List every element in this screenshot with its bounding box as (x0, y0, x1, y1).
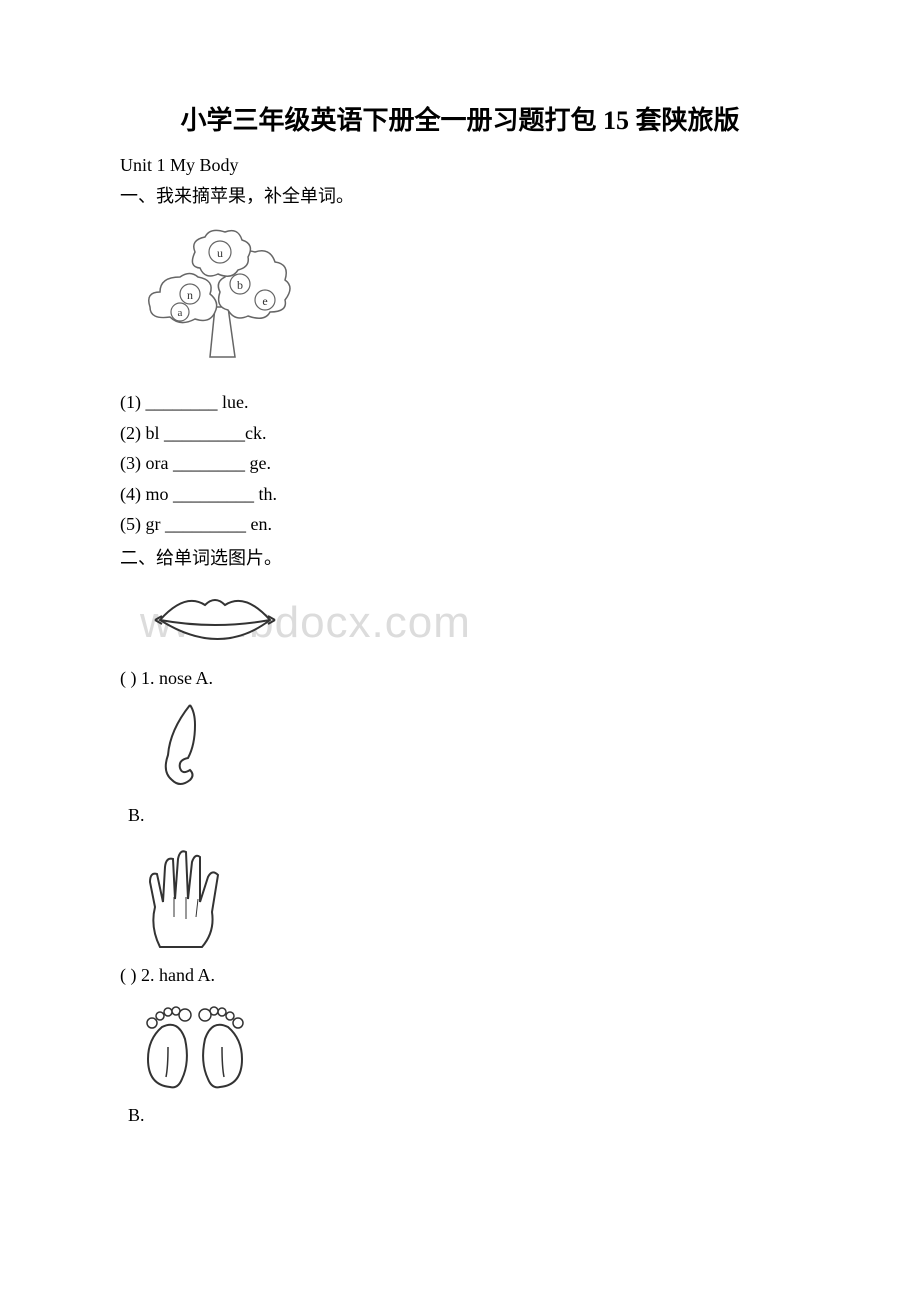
question-2a: ( ) 2. hand A. (120, 962, 800, 989)
fill-prefix: (2) bl (120, 423, 164, 443)
fill-suffix: lue. (218, 392, 249, 412)
fill-item-4: (4) mo _________ th. (120, 479, 800, 510)
nose-image (140, 700, 800, 800)
fill-item-5: (5) gr _________ en. (120, 509, 800, 540)
mouth-image (150, 580, 800, 663)
fill-prefix: (3) ora (120, 453, 173, 473)
fill-suffix: en. (246, 514, 272, 534)
svg-text:e: e (262, 294, 267, 308)
fill-blank: ________ (173, 453, 245, 473)
svg-text:n: n (187, 288, 193, 302)
fill-item-3: (3) ora ________ ge. (120, 448, 800, 479)
fill-suffix: ge. (245, 453, 271, 473)
fill-suffix: ck. (245, 423, 267, 443)
hand-image (130, 837, 800, 960)
fill-prefix: (4) mo (120, 484, 173, 504)
fill-blank: _________ (164, 423, 245, 443)
question-2b: B. (128, 1102, 800, 1129)
question-1b: B. (128, 802, 800, 829)
fill-prefix: (5) gr (120, 514, 165, 534)
svg-text:b: b (237, 278, 243, 292)
page-title: 小学三年级英语下册全一册习题打包 15 套陕旅版 (120, 100, 800, 137)
fill-blank: _________ (165, 514, 246, 534)
svg-text:u: u (217, 246, 223, 260)
fill-item-2: (2) bl _________ck. (120, 418, 800, 449)
fill-blank: _________ (173, 484, 254, 504)
feet-image (130, 997, 800, 1100)
page-content: 小学三年级英语下册全一册习题打包 15 套陕旅版 Unit 1 My Body … (120, 100, 800, 1129)
section1-heading: 一、我来摘苹果，补全单词。 (120, 182, 800, 208)
fill-blank: ________ (146, 392, 218, 412)
fill-item-1: (1) ________ lue. (120, 387, 800, 418)
question-1a: ( ) 1. nose A. (120, 665, 800, 692)
svg-text:a: a (178, 307, 183, 319)
fill-suffix: th. (254, 484, 277, 504)
apple-tree-image: u n b e a (120, 222, 800, 367)
fill-prefix: (1) (120, 392, 146, 412)
section2-heading: 二、给单词选图片。 (120, 544, 800, 570)
unit-label: Unit 1 My Body (120, 155, 800, 176)
